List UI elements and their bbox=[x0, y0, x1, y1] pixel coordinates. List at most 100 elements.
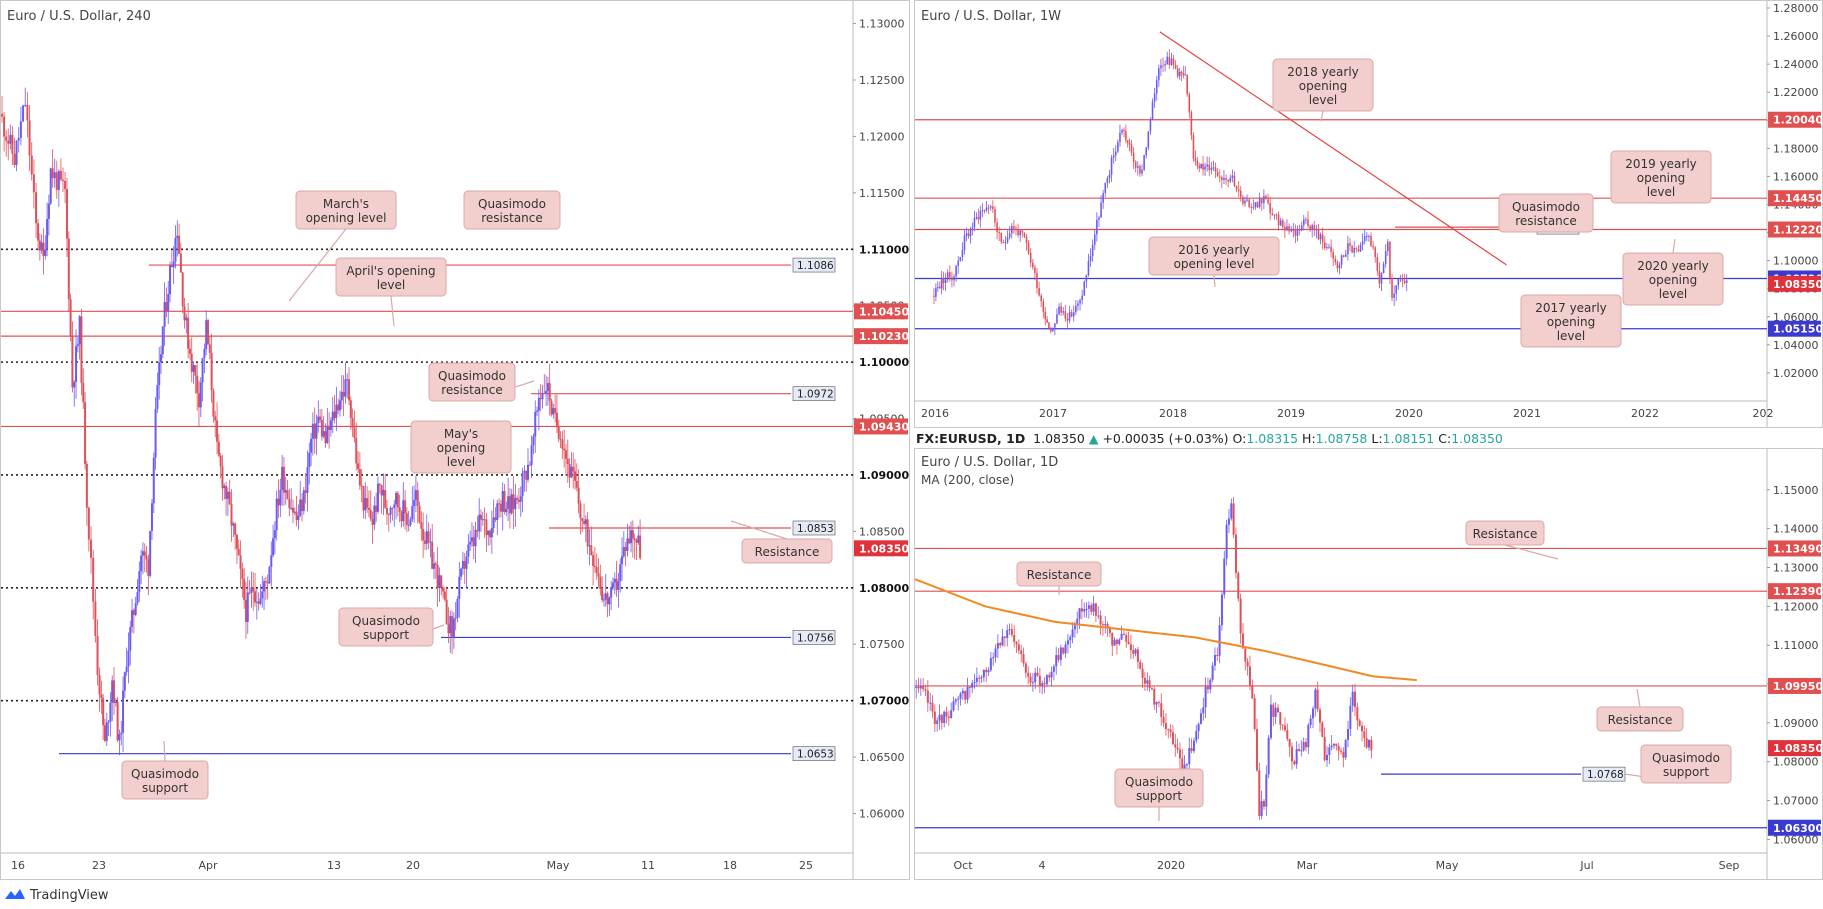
candle-body bbox=[1143, 155, 1145, 170]
price-tick-label: 1.24000 bbox=[1773, 58, 1819, 71]
candle-body bbox=[938, 714, 941, 721]
annotation-label-box bbox=[1640, 744, 1732, 784]
candle-body bbox=[1251, 685, 1254, 699]
candle-body bbox=[158, 362, 161, 386]
candle-body bbox=[259, 598, 262, 604]
chart-1d-canvas[interactable]: 1.150001.140001.130001.120001.110001.100… bbox=[915, 449, 1823, 880]
candle-body bbox=[248, 592, 251, 594]
candle-body bbox=[572, 466, 575, 472]
candle-body bbox=[1213, 654, 1216, 666]
price-tick-label: 1.06000 bbox=[859, 808, 905, 821]
candle-body bbox=[458, 576, 461, 599]
candle-body bbox=[395, 493, 398, 505]
candle-body bbox=[1288, 738, 1291, 747]
chart-1w-canvas[interactable]: 1.280001.260001.240001.220001.200001.180… bbox=[915, 1, 1823, 428]
candle-body bbox=[1155, 80, 1158, 94]
candle-body bbox=[1344, 254, 1347, 257]
annotation-label-text: opening bbox=[1637, 171, 1686, 185]
candle-body bbox=[154, 408, 157, 458]
candle-body bbox=[534, 411, 537, 437]
candle-body bbox=[1020, 650, 1023, 655]
round-level-tag-bg bbox=[854, 241, 908, 258]
candle-body bbox=[396, 493, 399, 508]
annotation-label-text: Quasimodo bbox=[478, 197, 546, 211]
candle-body bbox=[975, 677, 978, 683]
candle-body bbox=[385, 507, 388, 515]
candle-body bbox=[344, 379, 347, 397]
candle-body bbox=[134, 603, 137, 615]
time-tick-label: 2019 bbox=[1277, 407, 1305, 420]
candle-body bbox=[1315, 229, 1318, 231]
candle-body bbox=[1328, 747, 1331, 755]
candle-body bbox=[1094, 603, 1097, 616]
candle-body bbox=[945, 711, 948, 717]
level-price-tag: 1.09430 bbox=[859, 420, 909, 433]
annotation-pointer bbox=[1672, 238, 1676, 254]
annotation-label-text: level bbox=[447, 455, 476, 469]
chart-240-canvas[interactable]: 1.130001.125001.120001.115001.110001.105… bbox=[1, 1, 910, 880]
candle-body bbox=[366, 498, 369, 508]
candle-body bbox=[1225, 178, 1227, 181]
candle-body bbox=[266, 581, 269, 584]
candle-body bbox=[1164, 64, 1166, 66]
level-price-tag: 1.12390 bbox=[1773, 585, 1823, 598]
candle-body bbox=[1211, 665, 1214, 680]
candle-body bbox=[22, 105, 25, 122]
candle-body bbox=[1209, 679, 1212, 690]
annotation-label-text: level bbox=[1557, 329, 1586, 343]
candle-body bbox=[418, 505, 421, 523]
annotation-pointer bbox=[1504, 544, 1559, 560]
candle-body bbox=[1148, 680, 1151, 689]
candle-body bbox=[1305, 219, 1307, 221]
candle-body bbox=[127, 650, 130, 667]
candle-body bbox=[378, 483, 381, 486]
candle-body bbox=[996, 643, 999, 649]
candle-body bbox=[32, 174, 35, 193]
price-tick-label: 1.15000 bbox=[1773, 484, 1819, 497]
candle-body bbox=[73, 381, 76, 388]
candle-body bbox=[178, 235, 181, 254]
candle-body bbox=[1337, 746, 1340, 751]
round-level-tag-bg bbox=[854, 692, 908, 709]
candle-body bbox=[319, 416, 322, 420]
candle-body bbox=[291, 507, 294, 513]
candle-body bbox=[1293, 761, 1296, 765]
annotation-label-box bbox=[1596, 706, 1684, 732]
annotation-pointer bbox=[1636, 688, 1641, 708]
candle-body bbox=[1049, 328, 1052, 332]
candle-body bbox=[966, 686, 969, 700]
candle-body bbox=[1230, 503, 1233, 519]
candle-body bbox=[1034, 267, 1036, 274]
candle-body bbox=[442, 588, 445, 592]
candle-body bbox=[581, 518, 584, 522]
candle-body bbox=[503, 491, 506, 513]
candle-body bbox=[1276, 707, 1279, 713]
time-tick-label: 2022 bbox=[1631, 407, 1659, 420]
candle-body bbox=[355, 437, 358, 464]
candle-body bbox=[983, 210, 986, 212]
candle-body bbox=[1246, 661, 1249, 667]
candle-body bbox=[1087, 605, 1090, 609]
chart-panel-1d[interactable]: 1.150001.140001.130001.120001.110001.100… bbox=[914, 448, 1823, 880]
candle-body bbox=[174, 237, 177, 262]
chart-panel-240[interactable]: 1.130001.125001.120001.115001.110001.105… bbox=[0, 0, 910, 880]
candle-body bbox=[1051, 327, 1054, 332]
time-tick-label: May bbox=[547, 859, 570, 872]
candle-body bbox=[1300, 225, 1303, 231]
candle-body bbox=[1227, 518, 1230, 525]
candle-body bbox=[353, 427, 356, 438]
candle-body bbox=[1056, 314, 1058, 324]
candle-body bbox=[1110, 157, 1113, 175]
candle-body bbox=[1332, 743, 1335, 746]
candle-body bbox=[1184, 74, 1187, 76]
candle-body bbox=[1232, 503, 1235, 535]
candle-body bbox=[1248, 199, 1250, 207]
candle-body bbox=[1216, 654, 1219, 656]
candle-body bbox=[1216, 171, 1219, 177]
chart-panel-1w[interactable]: 1.280001.260001.240001.220001.200001.180… bbox=[914, 0, 1823, 428]
candle-body bbox=[999, 643, 1002, 646]
candle-body bbox=[28, 120, 31, 156]
candle-body bbox=[461, 561, 464, 569]
candle-body bbox=[1265, 774, 1268, 807]
candle-body bbox=[1272, 704, 1275, 717]
